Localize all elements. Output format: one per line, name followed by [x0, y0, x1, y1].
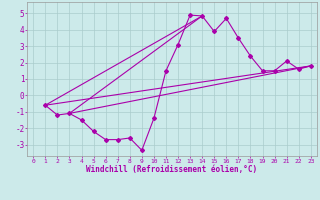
X-axis label: Windchill (Refroidissement éolien,°C): Windchill (Refroidissement éolien,°C): [86, 165, 258, 174]
